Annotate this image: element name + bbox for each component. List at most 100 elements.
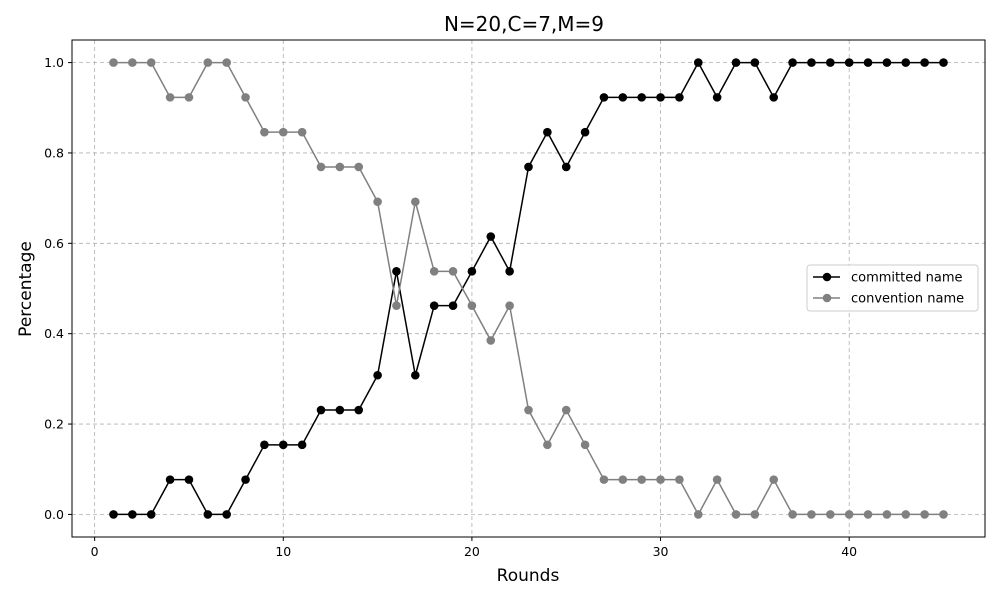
data-point-committed-name xyxy=(599,93,609,102)
data-point-committed-name xyxy=(769,93,779,102)
data-point-convention-name xyxy=(580,440,590,450)
y-tick-label: 0.0 xyxy=(44,507,64,522)
legend-marker-committed xyxy=(822,272,832,282)
data-point-convention-name xyxy=(241,93,250,102)
data-point-convention-name xyxy=(826,510,835,519)
data-point-committed-name xyxy=(901,58,911,67)
data-point-committed-name xyxy=(788,58,797,67)
y-tick-label: 0.8 xyxy=(44,145,64,160)
data-point-convention-name xyxy=(316,162,326,172)
data-point-committed-name xyxy=(505,267,514,276)
y-tick-label: 1.0 xyxy=(44,55,64,70)
y-tick-label: 0.6 xyxy=(44,236,64,251)
data-point-committed-name xyxy=(618,93,628,102)
data-point-committed-name xyxy=(411,370,420,380)
data-point-convention-name xyxy=(807,510,816,519)
data-point-convention-name xyxy=(939,510,948,519)
data-point-convention-name xyxy=(788,510,797,519)
data-point-convention-name xyxy=(769,475,779,484)
data-point-committed-name xyxy=(109,510,118,519)
chart-title: N=20,C=7,M=9 xyxy=(444,12,604,36)
data-point-committed-name xyxy=(486,232,496,241)
series-committed-name xyxy=(109,58,948,519)
series-convention-name xyxy=(109,58,948,519)
y-tick-label: 0.2 xyxy=(44,417,64,432)
data-point-committed-name xyxy=(429,301,439,310)
data-point-committed-name xyxy=(146,510,156,519)
data-point-convention-name xyxy=(675,475,684,484)
data-point-convention-name xyxy=(863,510,873,519)
legend-marker-convention xyxy=(822,293,832,303)
data-point-convention-name xyxy=(165,93,175,102)
data-point-committed-name xyxy=(731,58,741,67)
data-point-convention-name xyxy=(392,301,401,310)
data-point-convention-name xyxy=(278,127,288,137)
data-point-convention-name xyxy=(882,510,892,519)
data-point-convention-name xyxy=(297,127,307,137)
legend: committed name convention name xyxy=(806,264,979,312)
y-axis-label: Percentage xyxy=(16,241,36,337)
data-point-convention-name xyxy=(920,510,929,519)
data-point-committed-name xyxy=(297,440,307,450)
data-point-convention-name xyxy=(203,58,213,67)
data-point-convention-name xyxy=(260,127,269,137)
data-point-committed-name xyxy=(561,162,571,172)
x-axis-label: Rounds xyxy=(497,566,560,586)
data-point-committed-name xyxy=(712,93,722,102)
x-tick-label: 0 xyxy=(91,544,99,559)
data-point-convention-name xyxy=(901,510,911,519)
data-point-committed-name xyxy=(448,301,458,310)
data-point-convention-name xyxy=(693,510,703,519)
data-point-convention-name xyxy=(618,475,628,484)
data-point-convention-name xyxy=(731,510,741,519)
data-point-convention-name xyxy=(109,58,118,67)
plot-frame xyxy=(71,39,986,538)
data-point-convention-name xyxy=(524,405,533,415)
data-point-committed-name xyxy=(467,267,477,276)
data-point-convention-name xyxy=(543,440,552,450)
data-point-convention-name xyxy=(637,475,646,484)
data-point-committed-name xyxy=(241,475,250,484)
data-point-convention-name xyxy=(448,267,458,276)
data-point-committed-name xyxy=(316,405,326,415)
data-point-convention-name xyxy=(373,197,382,207)
data-point-convention-name xyxy=(656,475,665,484)
x-tick-label: 40 xyxy=(841,544,857,559)
axis-ticks: 0 10 20 30 40 0.0 0.2 0.4 0.6 0.8 1.0 xyxy=(44,55,857,559)
data-point-committed-name xyxy=(656,93,665,102)
data-point-committed-name xyxy=(750,58,760,67)
data-point-convention-name xyxy=(505,301,514,310)
data-point-committed-name xyxy=(222,510,231,519)
x-tick-label: 10 xyxy=(275,544,291,559)
data-point-convention-name xyxy=(561,405,571,415)
data-point-committed-name xyxy=(335,405,345,415)
data-point-convention-name xyxy=(354,162,364,172)
data-point-committed-name xyxy=(543,127,552,137)
data-point-convention-name xyxy=(750,510,760,519)
data-point-convention-name xyxy=(335,162,345,172)
data-point-committed-name xyxy=(260,440,269,450)
data-point-committed-name xyxy=(920,58,929,67)
data-point-committed-name xyxy=(882,58,892,67)
data-point-convention-name xyxy=(844,510,854,519)
data-point-committed-name xyxy=(939,58,948,67)
data-point-committed-name xyxy=(826,58,835,67)
data-point-convention-name xyxy=(486,336,496,345)
data-point-committed-name xyxy=(165,475,175,484)
data-point-committed-name xyxy=(373,370,382,380)
data-point-committed-name xyxy=(844,58,854,67)
data-point-committed-name xyxy=(128,510,137,519)
data-point-committed-name xyxy=(675,93,684,102)
x-tick-label: 30 xyxy=(653,544,669,559)
data-point-committed-name xyxy=(203,510,213,519)
data-point-convention-name xyxy=(128,58,137,67)
series-layer xyxy=(109,58,948,519)
x-tick-label: 20 xyxy=(464,544,480,559)
data-point-convention-name xyxy=(222,58,231,67)
legend-label-committed: committed name xyxy=(851,271,962,286)
data-point-convention-name xyxy=(184,93,194,102)
data-point-committed-name xyxy=(524,162,533,172)
data-point-convention-name xyxy=(467,301,477,310)
data-point-committed-name xyxy=(392,267,401,276)
